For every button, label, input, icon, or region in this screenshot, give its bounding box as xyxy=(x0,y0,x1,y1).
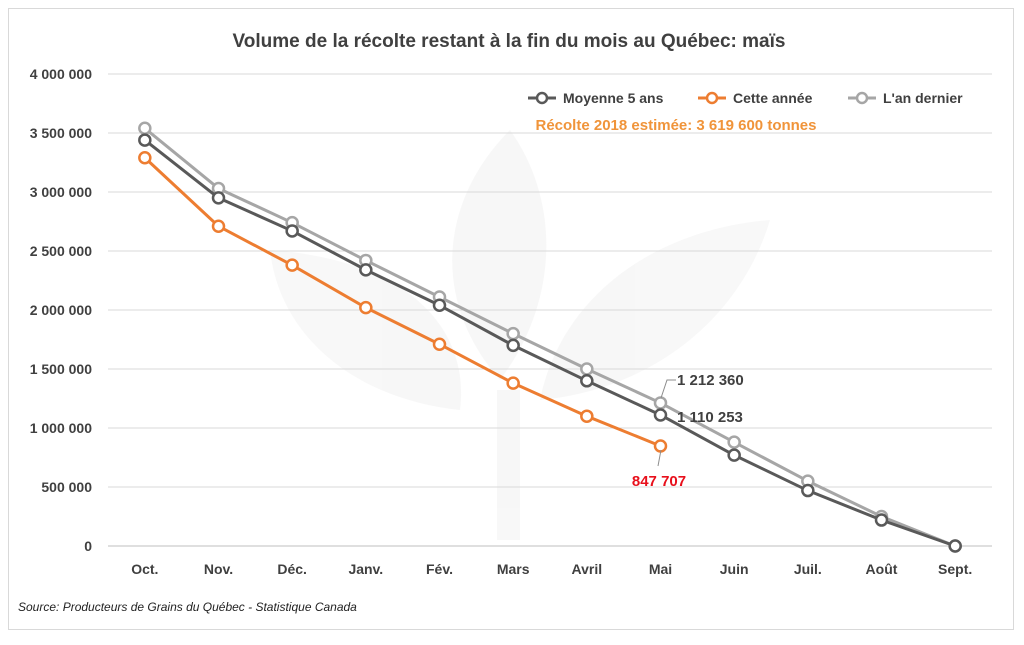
x-tick-label: Août xyxy=(866,561,898,577)
chart-frame xyxy=(8,8,1014,630)
x-tick-label: Sept. xyxy=(938,561,972,577)
x-tick-label: Juil. xyxy=(794,561,822,577)
data-point-avg xyxy=(359,263,373,277)
data-label-avg-may: 1 110 253 xyxy=(677,409,743,426)
data-point-avg xyxy=(211,191,226,205)
data-point-last-year xyxy=(506,326,520,341)
series-this-year xyxy=(138,151,668,453)
legend-item-avg: Moyenne 5 ans xyxy=(528,90,664,106)
data-point-avg xyxy=(874,513,889,527)
x-tick-label: Fév. xyxy=(426,561,453,577)
data-point-avg xyxy=(432,298,447,313)
y-tick-label: 2 500 000 xyxy=(30,243,92,259)
data-point-avg xyxy=(506,338,520,353)
data-point-last-year xyxy=(727,435,741,449)
legend-label-last-year: L'an dernier xyxy=(883,90,963,106)
data-point-this-year xyxy=(506,376,520,390)
data-point-avg xyxy=(138,133,152,147)
legend-label-avg: Moyenne 5 ans xyxy=(563,90,664,106)
data-point-this-year xyxy=(653,439,668,453)
data-point-avg xyxy=(580,374,594,388)
series-avg xyxy=(138,133,962,553)
data-point-this-year xyxy=(432,337,447,351)
data-point-this-year xyxy=(211,219,226,233)
data-point-avg xyxy=(285,224,299,238)
data-point-last-year xyxy=(580,362,594,376)
series-line-avg xyxy=(143,138,956,548)
series-line-last-year xyxy=(143,127,956,548)
y-tick-label: 3 500 000 xyxy=(30,125,92,141)
data-label-last-year-may: 1 212 360 xyxy=(677,372,744,389)
data-point-last-year xyxy=(138,121,152,136)
y-tick-label: 1 500 000 xyxy=(30,361,92,377)
series-layer xyxy=(138,121,962,553)
data-point-this-year xyxy=(138,151,152,165)
watermark-leaf-left xyxy=(270,250,462,410)
legend-item-last-year: L'an dernier xyxy=(848,90,963,106)
data-point-avg xyxy=(653,408,668,422)
y-tick-label: 3 000 000 xyxy=(30,184,92,200)
harvest-estimate-annotation: Récolte 2018 estimée: 3 619 600 tonnes xyxy=(536,117,817,134)
leader-last-year xyxy=(660,379,676,399)
x-tick-label: Oct. xyxy=(131,561,158,577)
x-tick-label: Juin xyxy=(720,561,749,577)
x-tick-label: Janv. xyxy=(348,561,383,577)
y-axis-ticks: 0 500 000 1 000 000 1 500 000 2 000 000 2 500… xyxy=(30,66,93,554)
data-label-this-year-may: 847 707 xyxy=(632,473,686,490)
chart-title: Volume de la récolte restant à la fin du… xyxy=(233,31,786,52)
data-point-this-year xyxy=(580,409,594,423)
legend-label-this-year: Cette année xyxy=(733,90,813,106)
label-leaders xyxy=(657,379,676,467)
y-tick-label: 4 000 000 xyxy=(30,66,92,82)
data-point-avg xyxy=(948,539,962,553)
series-line-this-year xyxy=(143,156,662,448)
legend: Moyenne 5 ans Cette année L'an dernier xyxy=(528,90,963,106)
x-tick-label: Mars xyxy=(497,561,530,577)
y-tick-label: 500 000 xyxy=(41,479,92,495)
data-point-this-year xyxy=(285,258,299,272)
y-tick-label: 2 000 000 xyxy=(30,302,92,318)
x-axis-ticks: Oct. Nov. Déc. Janv. Fév. Mars Avril Mai Juin Jui… xyxy=(131,561,972,577)
y-tick-label: 0 xyxy=(84,538,92,554)
x-tick-label: Avril xyxy=(572,561,603,577)
y-tick-label: 1 000 000 xyxy=(30,420,92,436)
legend-item-this-year: Cette année xyxy=(698,90,813,106)
gridlines xyxy=(108,73,992,547)
source-note: Source: Producteurs de Grains du Québec … xyxy=(18,600,357,614)
x-tick-label: Mai xyxy=(649,561,672,577)
data-point-this-year xyxy=(359,300,373,315)
data-point-last-year xyxy=(653,396,668,410)
leader-this-year xyxy=(657,449,662,467)
x-tick-label: Nov. xyxy=(204,561,233,577)
watermark-stem xyxy=(497,390,520,540)
data-point-avg xyxy=(727,448,741,462)
x-tick-label: Déc. xyxy=(277,561,307,577)
data-point-avg xyxy=(801,483,815,498)
series-last-year xyxy=(138,121,962,553)
